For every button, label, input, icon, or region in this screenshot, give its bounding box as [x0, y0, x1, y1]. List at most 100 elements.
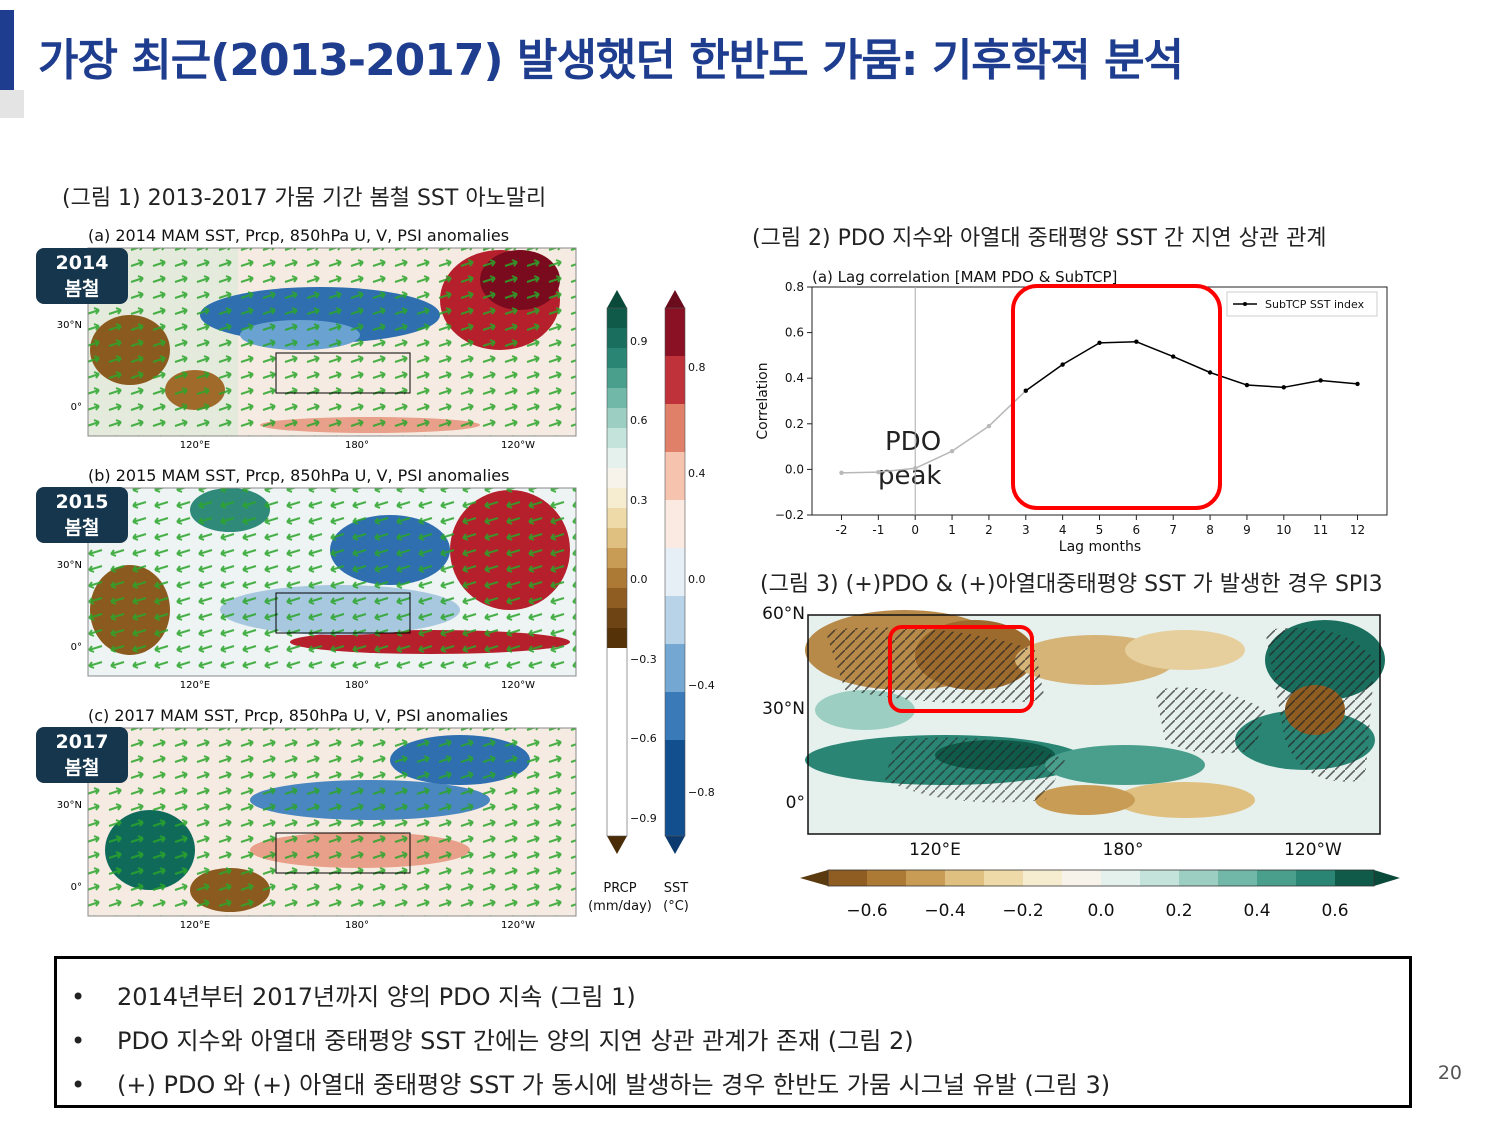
sst-tick-0: 0.8 — [688, 361, 706, 374]
fig3-cbar-tick-5: 0.4 — [1243, 901, 1270, 921]
series-segment — [1136, 341, 1174, 358]
fig1-c-lon-120w: 120°W — [501, 920, 535, 931]
prcp-tick-0: 0.9 — [630, 335, 648, 348]
x-tick-label: 4 — [1059, 523, 1067, 537]
badge-2017-year: 2017 — [55, 731, 109, 753]
summary-bullet-2-text: PDO 지수와 아열대 중태평양 SST 간에는 양의 지연 상관 관계가 존재… — [117, 1027, 914, 1055]
sst-tick-4: −0.8 — [688, 786, 715, 799]
fig3-cbar-tick-3: 0.0 — [1087, 901, 1114, 921]
prcp-tick-1: 0.6 — [630, 414, 648, 427]
fig1-caption: (그림 1) 2013-2017 가뭄 기간 봄철 SST 아노말리 — [62, 186, 547, 211]
fig1-b-lon-120w: 120°W — [501, 680, 535, 691]
prcp-colorbar-label: PRCP — [603, 881, 636, 896]
y-tick-label: 0.2 — [785, 417, 804, 431]
fig1-a-lon-120w: 120°W — [501, 440, 535, 451]
chart-title: (a) Lag correlation [MAM PDO & SubTCP] — [812, 268, 1117, 286]
series-segment — [988, 390, 1027, 427]
legend-series-label: SubTCP SST index — [1265, 298, 1365, 311]
y-tick-label: 0.6 — [785, 326, 804, 340]
series-segment — [841, 471, 879, 474]
fig1-b-lon-120e: 120°E — [180, 680, 210, 691]
fig3-caption: (그림 3) (+)PDO & (+)아열대중태평양 SST 가 발생한 경우 … — [760, 572, 1383, 597]
y-tick-label: −0.2 — [775, 508, 804, 522]
x-tick-label: -1 — [872, 523, 884, 537]
slide-title: 가장 최근(2013-2017) 발생했던 한반도 가뭄: 기후학적 분석 — [38, 35, 1184, 86]
prcp-colorbar-unit: (mm/day) — [588, 899, 652, 914]
fig1-b-lat-30: 30°N — [57, 560, 82, 571]
summary-bullet-2: • PDO 지수와 아열대 중태평양 SST 간에는 양의 지연 상관 관계가 존… — [71, 1021, 914, 1056]
x-tick-label: -2 — [836, 523, 848, 537]
data-point — [913, 466, 918, 471]
data-point — [1171, 354, 1176, 359]
series-segment — [1246, 384, 1284, 389]
series-segment — [1209, 371, 1248, 386]
series-segment — [951, 425, 990, 452]
data-point — [1207, 370, 1213, 375]
summary-bullet-3-text: (+) PDO 와 (+) 아열대 중태평양 SST 가 동시에 발생하는 경우… — [117, 1071, 1111, 1099]
x-tick-label: 12 — [1350, 523, 1365, 537]
lag-correlation-chart: (a) Lag correlation [MAM PDO & SubTCP] 0… — [755, 268, 1388, 555]
y-axis-label: Correlation — [755, 362, 771, 439]
x-tick-label: 0 — [911, 523, 919, 537]
y-tick-label: 0.0 — [785, 462, 804, 476]
fig3-spi3-map: 60°N 30°N 0° 120°E 180° 120°W −0.6 −0.4 … — [762, 604, 1400, 921]
summary-bullet-1-text: 2014년부터 2017년까지 양의 PDO 지속 (그림 1) — [117, 983, 636, 1011]
bullet-marker: • — [71, 1027, 86, 1055]
x-axis-label: Lag months — [1059, 539, 1141, 555]
sst-tick-3: −0.4 — [688, 679, 715, 692]
sst-colorbar-unit: (°C) — [663, 899, 689, 914]
fig1-panel-a-title: (a) 2014 MAM SST, Prcp, 850hPa U, V, PSI… — [88, 226, 510, 245]
prcp-tick-4: −0.3 — [630, 653, 657, 666]
y-axis-ticks: 0.8 0.6 0.4 0.2 0.0 −0.2 — [775, 280, 812, 522]
data-point — [1023, 388, 1028, 393]
fig2-highlight-box — [1011, 284, 1222, 510]
fig3-cbar-tick-0: −0.6 — [846, 901, 887, 921]
sst-tick-1: 0.4 — [688, 467, 706, 480]
pdo-peak-annotation-line2: peak — [878, 461, 942, 491]
fig1-panel-b-title: (b) 2015 MAM SST, Prcp, 850hPa U, V, PSI… — [88, 466, 510, 485]
fig3-cbar-tick-2: −0.2 — [1002, 901, 1043, 921]
fig3-lat-60: 60°N — [762, 604, 805, 624]
fig1-a-lon-180: 180° — [345, 440, 369, 451]
fig1-panel-b-map — [87, 487, 577, 677]
fig3-cbar-tick-4: 0.2 — [1165, 901, 1192, 921]
summary-box: • 2014년부터 2017년까지 양의 PDO 지속 (그림 1) • PDO 지… — [54, 956, 1412, 1108]
summary-bullet-3: • (+) PDO 와 (+) 아열대 중태평양 SST 가 동시에 발생하는 경… — [71, 1065, 1110, 1100]
badge-2017: 2017 봄철 — [36, 727, 128, 783]
fig1-c-lon-180: 180° — [345, 920, 369, 931]
sst-colorbar — [664, 290, 686, 854]
prcp-tick-2: 0.3 — [630, 494, 648, 507]
x-tick-label: 9 — [1243, 523, 1251, 537]
fig3-lat-30: 30°N — [762, 699, 805, 719]
data-point — [1097, 340, 1102, 346]
fig3-lat-0: 0° — [786, 793, 805, 813]
fig1-b-lon-180: 180° — [345, 680, 369, 691]
data-point — [1060, 362, 1065, 367]
data-point — [876, 469, 881, 475]
x-tick-label: 11 — [1313, 523, 1328, 537]
series-segment — [878, 467, 916, 473]
fig3-lon-120w: 120°W — [1284, 840, 1342, 860]
series-segment — [1099, 340, 1137, 344]
page-number: 20 — [1437, 1062, 1462, 1084]
badge-2014-year: 2014 — [55, 252, 109, 274]
fig1-a-lat-30: 30°N — [57, 320, 82, 331]
series-segment — [1025, 363, 1064, 392]
x-tick-label: 6 — [1133, 523, 1141, 537]
chart-legend: SubTCP SST index — [1226, 291, 1378, 317]
fig1-c-lat-30: 30°N — [57, 800, 82, 811]
series-segment — [1283, 379, 1321, 389]
fig1-b-lat-0: 0° — [71, 642, 82, 653]
bullet-marker: • — [71, 1071, 86, 1099]
fig3-cbar-tick-6: 0.6 — [1321, 901, 1348, 921]
data-point — [1281, 385, 1286, 390]
badge-2014: 2014 봄철 — [36, 248, 128, 304]
fig2-caption: (그림 2) PDO 지수와 아열대 중태평양 SST 간 지연 상관 관계 — [752, 226, 1327, 251]
data-point — [1318, 378, 1323, 383]
x-tick-label: 2 — [985, 523, 993, 537]
fig1-maps: 30°N 0° 120°E 180° 120°W 30°N 0° 120°E 1… — [57, 247, 715, 931]
y-tick-label: 0.4 — [785, 371, 804, 385]
x-tick-label: 10 — [1276, 523, 1291, 537]
data-point — [1244, 382, 1250, 388]
sst-tick-2: 0.0 — [688, 573, 706, 586]
